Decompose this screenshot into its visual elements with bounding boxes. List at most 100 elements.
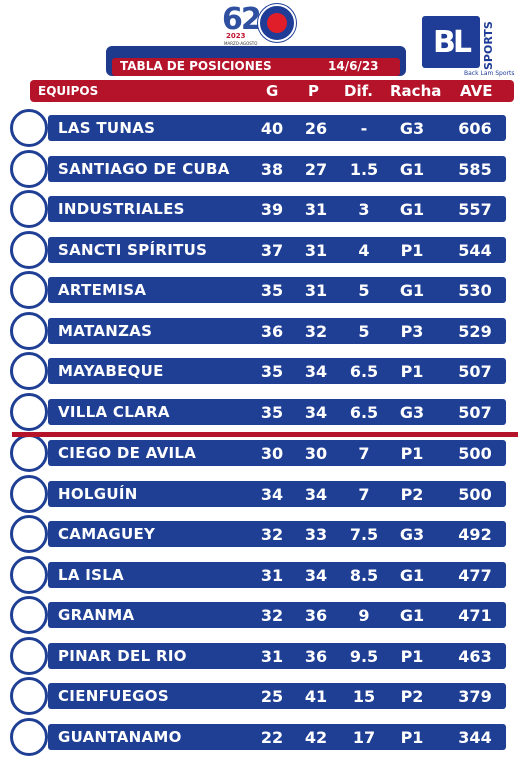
cell-ave: 507	[458, 403, 492, 422]
sancti-spiritus-logo-icon	[10, 231, 48, 269]
serie-nacional-logo: 62 2023 MARZO-AGOSTO	[222, 2, 300, 46]
team-name: CIEGO DE AVILA	[58, 444, 197, 462]
cell-dif: 17	[352, 728, 376, 747]
cell-ave: 471	[458, 606, 492, 625]
team-name: VILLA CLARA	[58, 403, 170, 421]
cell-ave: 379	[458, 687, 492, 706]
table-row: GRANMA 32 36 9 G1 471	[48, 602, 506, 628]
la-isla-logo-icon	[10, 556, 48, 594]
table-row: HOLGUÍN 34 34 7 P2 500	[48, 481, 506, 507]
cell-ave: 544	[458, 241, 492, 260]
artemisa-logo-icon	[10, 271, 48, 309]
playoff-divider	[12, 432, 518, 437]
team-name: LAS TUNAS	[58, 119, 156, 137]
cell-ave: 507	[458, 362, 492, 381]
baseball-icon	[258, 4, 296, 42]
team-name: MATANZAS	[58, 322, 153, 340]
cell-racha: P3	[400, 322, 424, 341]
table-row: PINAR DEL RIO 31 36 9.5 P1 463	[48, 643, 506, 669]
cell-ave: 477	[458, 566, 492, 585]
cell-racha: G1	[399, 566, 425, 585]
table-row: CAMAGUEY 32 33 7.5 G3 492	[48, 521, 506, 547]
cell-dif: 6.5	[349, 362, 379, 381]
table-row: SANTIAGO DE CUBA 38 27 1.5 G1 585	[48, 156, 506, 182]
cell-ave: 492	[458, 525, 492, 544]
team-name: PINAR DEL RIO	[58, 647, 187, 665]
cell-p: 32	[304, 322, 328, 341]
cell-ave: 500	[458, 485, 492, 504]
edition-number: 62	[222, 2, 262, 37]
cell-g: 37	[260, 241, 284, 260]
table-row: GUANTANAMO 22 42 17 P1 344	[48, 724, 506, 750]
team-name: HOLGUÍN	[58, 485, 138, 503]
brand-mark: BL	[422, 16, 480, 68]
cell-dif: 6.5	[349, 403, 379, 422]
cell-racha: P1	[400, 728, 424, 747]
cell-p: 34	[304, 403, 328, 422]
team-name: ARTEMISA	[58, 281, 147, 299]
cell-p: 36	[304, 647, 328, 666]
team-name: LA ISLA	[58, 566, 125, 584]
cell-dif: 15	[352, 687, 376, 706]
industriales-logo-icon	[10, 190, 48, 228]
page-title: TABLA DE POSICIONES	[120, 59, 272, 73]
table-row: SANCTI SPÍRITUS 37 31 4 P1 544	[48, 237, 506, 263]
column-dif: Dif.	[344, 82, 373, 100]
cell-racha: P1	[400, 241, 424, 260]
standings-date: 14/6/23	[328, 59, 379, 73]
cell-dif: 5	[358, 281, 370, 300]
cell-racha: G1	[399, 606, 425, 625]
brand-tagline: Back Lam Sports	[464, 70, 515, 77]
season-dates: MARZO-AGOSTO	[224, 41, 258, 46]
pinar-del-rio-logo-icon	[10, 637, 48, 675]
cell-g: 36	[260, 322, 284, 341]
cell-g: 32	[260, 525, 284, 544]
cell-p: 31	[304, 281, 328, 300]
cell-ave: 463	[458, 647, 492, 666]
table-row: VILLA CLARA 35 34 6.5 G3 507	[48, 399, 506, 425]
cell-p: 31	[304, 200, 328, 219]
ciego-de-avila-logo-icon	[10, 434, 48, 472]
villa-clara-logo-icon	[10, 393, 48, 431]
cell-g: 35	[260, 403, 284, 422]
cell-ave: 344	[458, 728, 492, 747]
team-name: GUANTANAMO	[58, 728, 182, 746]
cell-g: 35	[260, 362, 284, 381]
cell-ave: 529	[458, 322, 492, 341]
cell-g: 30	[260, 444, 284, 463]
cell-p: 42	[304, 728, 328, 747]
cell-racha: G3	[399, 525, 425, 544]
cell-p: 36	[304, 606, 328, 625]
cell-p: 34	[304, 485, 328, 504]
cienfuegos-logo-icon	[10, 677, 48, 715]
team-name: SANCTI SPÍRITUS	[58, 241, 208, 259]
cell-dif: 4	[358, 241, 370, 260]
column-racha: Racha	[390, 82, 442, 100]
cell-g: 22	[260, 728, 284, 747]
cell-ave: 557	[458, 200, 492, 219]
cell-dif: 9.5	[349, 647, 379, 666]
cell-p: 34	[304, 566, 328, 585]
cell-racha: G1	[399, 160, 425, 179]
cell-racha: P2	[400, 687, 424, 706]
cell-p: 30	[304, 444, 328, 463]
table-row: CIEGO DE AVILA 30 30 7 P1 500	[48, 440, 506, 466]
cell-dif: 7.5	[349, 525, 379, 544]
cell-p: 27	[304, 160, 328, 179]
cell-dif: -	[360, 119, 368, 138]
team-name: INDUSTRIALES	[58, 200, 185, 218]
las-tunas-logo-icon	[10, 109, 48, 147]
column-p: P	[308, 82, 319, 100]
mayabeque-logo-icon	[10, 352, 48, 390]
matanzas-logo-icon	[10, 312, 48, 350]
cell-racha: P1	[400, 444, 424, 463]
cell-dif: 3	[358, 200, 370, 219]
cell-ave: 530	[458, 281, 492, 300]
cell-p: 26	[304, 119, 328, 138]
cell-p: 41	[304, 687, 328, 706]
cell-p: 31	[304, 241, 328, 260]
title-strip	[112, 58, 400, 76]
guantanamo-logo-icon	[10, 718, 48, 756]
table-row: ARTEMISA 35 31 5 G1 530	[48, 277, 506, 303]
column-header-bar: EQUIPOS G P Dif. Racha AVE	[30, 80, 514, 102]
